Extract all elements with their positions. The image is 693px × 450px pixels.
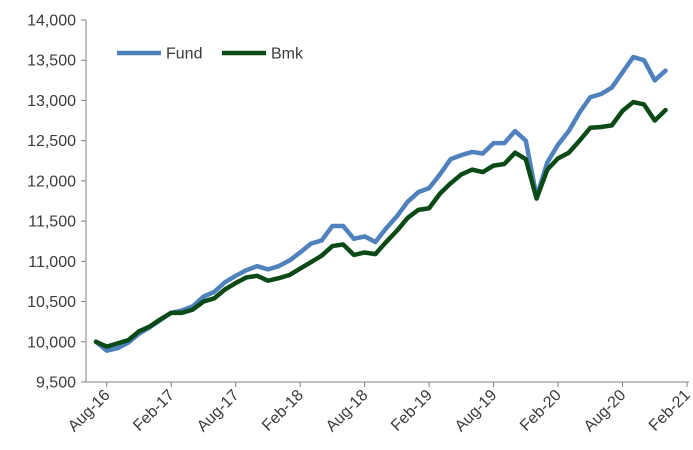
series-line-bmk [93, 99, 668, 349]
x-tick-label: Aug-16 [65, 387, 114, 436]
y-tick-label: 10,000 [27, 334, 76, 351]
chart-axes [85, 20, 689, 383]
x-tick-label: Aug-18 [323, 387, 372, 436]
y-tick-label: 11,500 [28, 214, 76, 231]
y-tick-label: 11,000 [28, 254, 76, 271]
legend-label-fund: Fund [166, 46, 202, 63]
x-tick-label: Aug-17 [194, 387, 243, 436]
y-tick-label: 12,000 [27, 173, 76, 190]
y-tick-label: 9,500 [36, 375, 76, 392]
x-tick-label: Feb-19 [388, 387, 436, 435]
x-tick-labels: Aug-16 Feb-17 Aug-17 Feb-18 Aug-18 Feb-19 Aug-… [65, 382, 693, 435]
series-lines [93, 54, 668, 353]
x-tick-label: Aug-19 [452, 387, 501, 436]
y-tick-label: 14,000 [27, 13, 76, 30]
x-tick-label: Aug-20 [581, 387, 630, 436]
y-tick-label: 10,500 [27, 294, 76, 311]
y-tick-label: 12,500 [27, 133, 76, 150]
y-tick-label: 13,500 [27, 53, 76, 70]
y-tick-labels: 9,500 10,000 10,500 11,000 11,500 12,000 12,50… [27, 13, 86, 392]
legend-label-bmk: Bmk [271, 46, 304, 63]
x-tick-label: Feb-21 [646, 387, 693, 435]
x-tick-label: Feb-17 [130, 387, 178, 435]
series-line-fund [93, 54, 668, 353]
chart-legend: Fund Bmk [117, 46, 304, 63]
x-tick-label: Feb-20 [517, 387, 565, 435]
y-tick-label: 13,000 [27, 93, 76, 110]
x-tick-label: Feb-18 [259, 387, 307, 435]
